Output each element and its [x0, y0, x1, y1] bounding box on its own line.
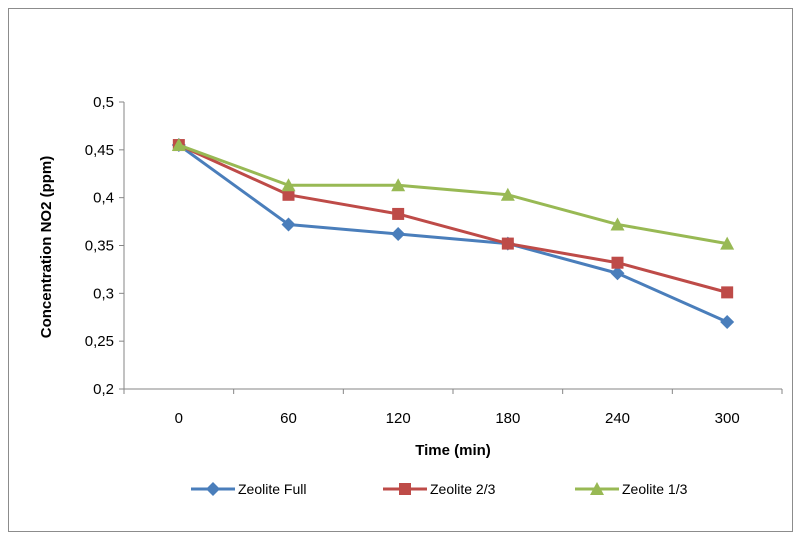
- series-3: [171, 138, 735, 250]
- data-point: [501, 237, 514, 250]
- legend-marker: [590, 482, 604, 495]
- legend: Zeolite Full Zeolite 2/3 Zeolite 1/3: [191, 481, 688, 497]
- data-point: [721, 286, 734, 299]
- y-tick-label: 0,3: [93, 285, 114, 302]
- x-tick-label: 60: [280, 410, 297, 427]
- series-1: [171, 138, 735, 330]
- series-line: [178, 143, 728, 294]
- y-tick-label: 0,5: [93, 94, 114, 111]
- x-tick-label: 0: [175, 410, 183, 427]
- data-point: [171, 138, 186, 152]
- x-axis-title: Time (min): [415, 442, 491, 459]
- data-point: [391, 227, 406, 242]
- series-line: [178, 143, 728, 246]
- series-2: [172, 139, 734, 299]
- y-tick-label: 0,35: [85, 238, 114, 255]
- y-axis-title: Concentration NO2 (ppm): [38, 156, 55, 339]
- data-point: [500, 187, 515, 201]
- x-tick-labels: 0 60 120 180 240 300: [175, 410, 740, 427]
- data-point: [282, 188, 295, 201]
- series-group: [171, 138, 735, 330]
- chart-frame: [8, 8, 793, 532]
- data-point: [611, 256, 624, 269]
- y-tick-label: 0,45: [85, 142, 114, 159]
- legend-item: Zeolite 2/3: [383, 481, 496, 497]
- data-point: [391, 178, 406, 192]
- series-line: [177, 143, 728, 324]
- data-point: [281, 217, 296, 232]
- axes: [119, 101, 783, 394]
- data-point: [610, 266, 625, 281]
- x-tick-label: 240: [605, 410, 630, 427]
- x-tick-label: 180: [495, 410, 520, 427]
- legend-label: Zeolite 1/3: [622, 481, 688, 497]
- legend-marker: [399, 483, 411, 495]
- data-point: [720, 236, 735, 250]
- legend-label: Zeolite 2/3: [430, 481, 496, 497]
- x-tick-label: 300: [715, 410, 740, 427]
- legend-item: Zeolite Full: [191, 481, 306, 497]
- y-tick-label: 0,2: [93, 381, 114, 398]
- legend-marker: [206, 482, 220, 496]
- data-point: [392, 207, 405, 220]
- y-tick-labels: 0,5 0,45 0,4 0,35 0,3 0,25 0,2: [85, 94, 114, 398]
- data-point: [281, 178, 296, 192]
- y-tick-label: 0,4: [93, 190, 114, 207]
- y-tick-label: 0,25: [85, 333, 114, 350]
- data-point: [610, 217, 625, 231]
- legend-item: Zeolite 1/3: [575, 481, 688, 497]
- data-point: [720, 315, 735, 330]
- legend-label: Zeolite Full: [238, 481, 306, 497]
- x-tick-label: 120: [386, 410, 411, 427]
